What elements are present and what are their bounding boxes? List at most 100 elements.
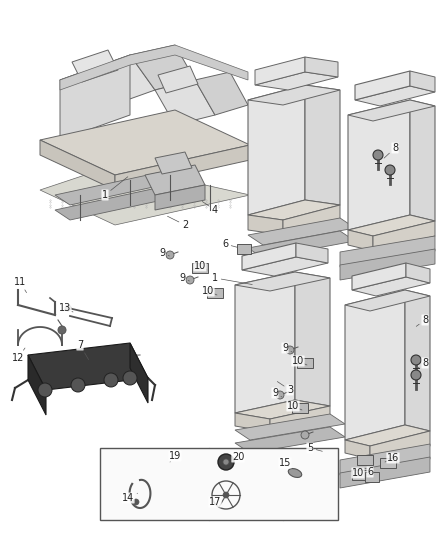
Polygon shape <box>255 57 305 85</box>
Polygon shape <box>370 431 430 459</box>
Polygon shape <box>60 45 248 90</box>
Text: 6: 6 <box>367 467 373 477</box>
Polygon shape <box>235 400 330 419</box>
Polygon shape <box>155 80 215 125</box>
Polygon shape <box>235 413 270 432</box>
Polygon shape <box>348 100 410 230</box>
Polygon shape <box>248 218 355 245</box>
Text: 1: 1 <box>212 273 252 285</box>
Text: 8: 8 <box>384 143 398 158</box>
Text: 10: 10 <box>292 356 307 366</box>
Bar <box>380 458 396 468</box>
Circle shape <box>186 276 194 284</box>
Polygon shape <box>242 243 296 270</box>
Circle shape <box>301 431 309 439</box>
Text: 9: 9 <box>272 388 282 398</box>
Text: 10: 10 <box>352 468 364 478</box>
Circle shape <box>223 459 229 465</box>
Circle shape <box>123 371 137 385</box>
Text: 14: 14 <box>122 493 138 503</box>
Polygon shape <box>345 290 405 440</box>
Circle shape <box>38 383 52 397</box>
Polygon shape <box>28 355 46 415</box>
Bar <box>100 448 338 520</box>
Text: 9: 9 <box>282 343 292 353</box>
Bar <box>297 358 313 368</box>
Circle shape <box>71 378 85 392</box>
Polygon shape <box>40 110 250 175</box>
Polygon shape <box>406 263 430 283</box>
Circle shape <box>385 165 395 175</box>
Text: 7: 7 <box>77 340 88 360</box>
Text: 1: 1 <box>102 177 128 200</box>
Polygon shape <box>235 427 345 453</box>
Polygon shape <box>235 414 345 440</box>
Text: 13: 13 <box>59 303 73 313</box>
Polygon shape <box>345 425 430 446</box>
Circle shape <box>65 305 71 311</box>
Polygon shape <box>355 86 435 106</box>
Polygon shape <box>130 45 195 90</box>
Text: 3: 3 <box>277 382 293 395</box>
Polygon shape <box>242 257 328 276</box>
Polygon shape <box>295 272 330 406</box>
Polygon shape <box>195 72 248 115</box>
Polygon shape <box>283 205 340 235</box>
Circle shape <box>218 454 234 470</box>
Bar <box>237 244 251 254</box>
Text: 6: 6 <box>222 239 237 249</box>
Text: 11: 11 <box>14 277 27 293</box>
Polygon shape <box>340 236 435 267</box>
Polygon shape <box>345 290 430 311</box>
Bar <box>292 403 308 413</box>
Polygon shape <box>340 249 435 280</box>
Bar <box>192 263 208 273</box>
Text: 8: 8 <box>416 315 428 326</box>
Polygon shape <box>348 100 435 121</box>
Text: 19: 19 <box>169 451 181 462</box>
Text: 10: 10 <box>202 286 217 296</box>
Bar <box>207 288 223 298</box>
Text: 20: 20 <box>228 452 244 464</box>
Text: 9: 9 <box>159 248 170 258</box>
Text: 5: 5 <box>307 443 322 453</box>
Text: 4: 4 <box>202 201 218 215</box>
Text: 15: 15 <box>279 458 291 468</box>
Polygon shape <box>55 183 195 220</box>
Circle shape <box>276 391 284 399</box>
Bar <box>357 455 373 465</box>
Text: 12: 12 <box>12 348 25 363</box>
Circle shape <box>166 251 174 259</box>
Polygon shape <box>373 221 435 251</box>
Polygon shape <box>340 457 430 488</box>
Polygon shape <box>352 277 430 296</box>
Polygon shape <box>355 71 410 100</box>
Ellipse shape <box>288 469 302 478</box>
Polygon shape <box>270 406 330 432</box>
Polygon shape <box>155 152 192 174</box>
Polygon shape <box>115 145 250 190</box>
Bar <box>352 470 368 480</box>
Text: 10: 10 <box>287 401 302 411</box>
Polygon shape <box>40 140 115 190</box>
Polygon shape <box>296 243 328 263</box>
Polygon shape <box>158 66 198 93</box>
Circle shape <box>223 492 229 498</box>
Polygon shape <box>248 231 355 258</box>
Circle shape <box>104 373 118 387</box>
Polygon shape <box>248 85 305 215</box>
Polygon shape <box>60 55 130 140</box>
Circle shape <box>286 346 294 354</box>
Circle shape <box>58 326 66 334</box>
Text: 8: 8 <box>418 358 428 368</box>
Polygon shape <box>352 263 406 290</box>
Circle shape <box>411 355 421 365</box>
Circle shape <box>373 150 383 160</box>
Polygon shape <box>348 230 373 251</box>
Text: 2: 2 <box>167 216 188 230</box>
Polygon shape <box>235 272 295 413</box>
Circle shape <box>133 499 139 505</box>
Bar <box>365 472 379 482</box>
Polygon shape <box>305 85 340 205</box>
Polygon shape <box>410 71 435 92</box>
